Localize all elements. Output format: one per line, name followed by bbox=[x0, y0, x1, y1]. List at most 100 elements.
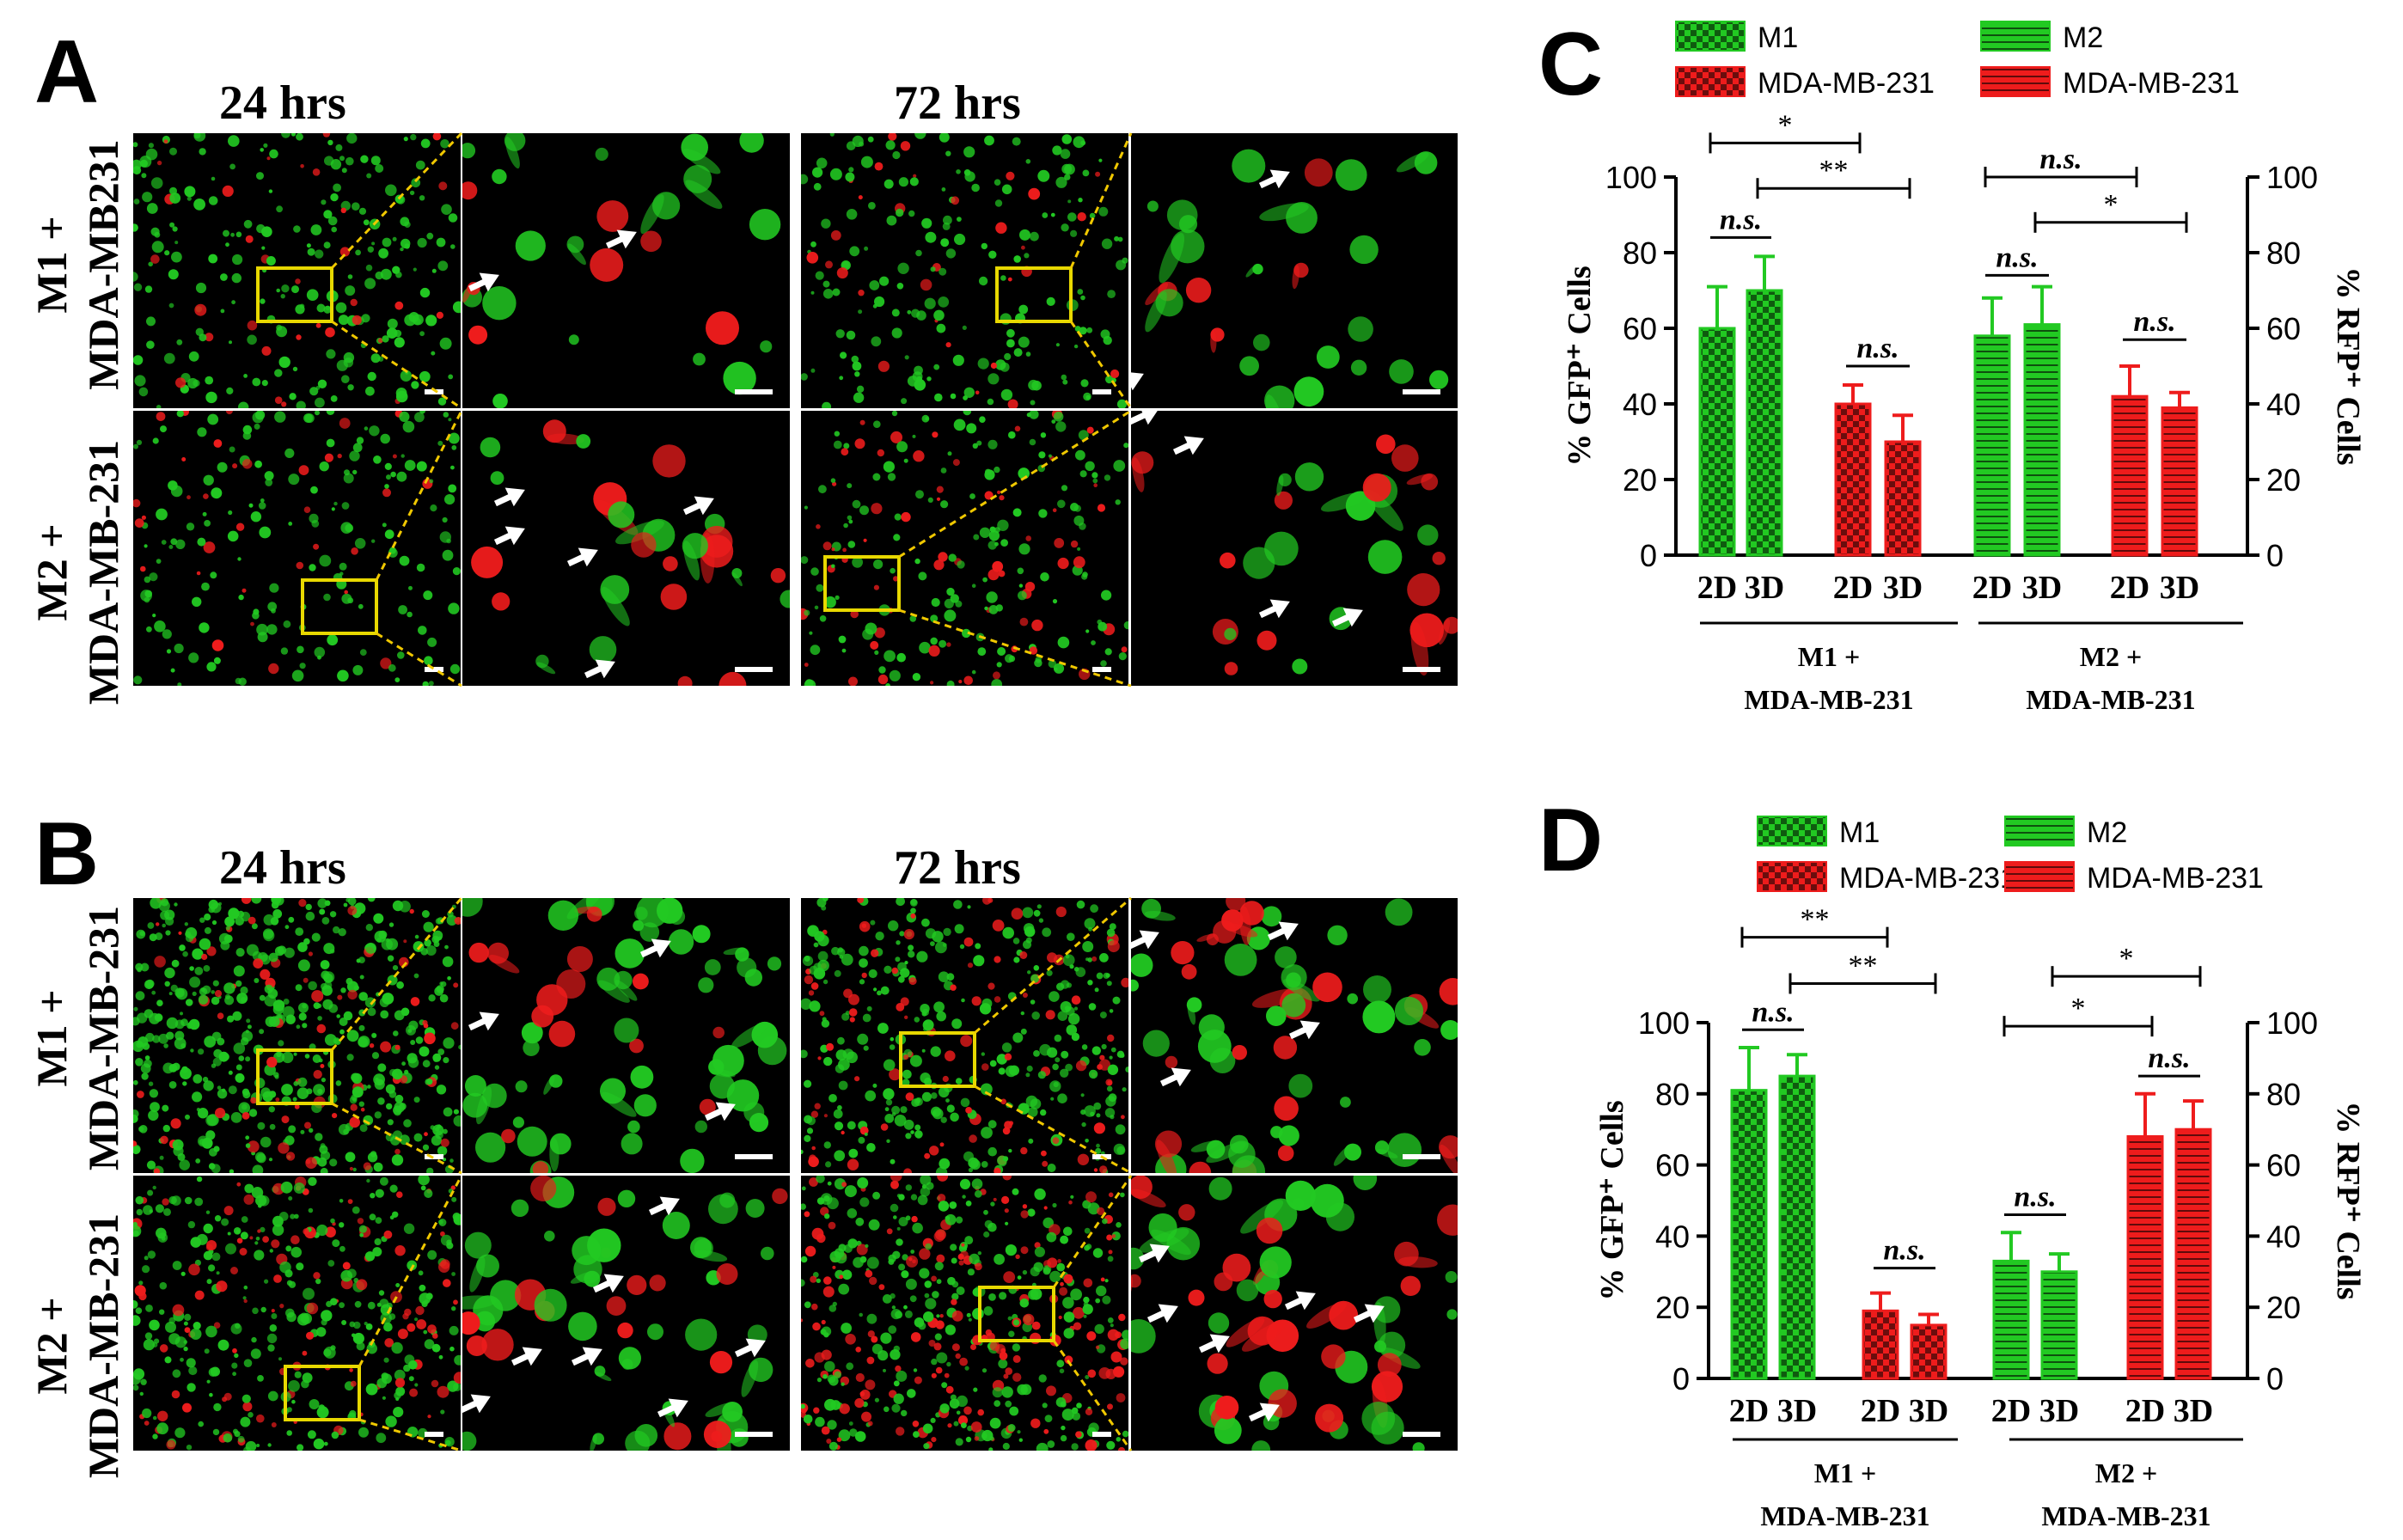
bar bbox=[2023, 323, 2061, 557]
y-tick-label-right: 20 bbox=[2266, 462, 2301, 498]
y-tick-label-right: 100 bbox=[2266, 1005, 2318, 1041]
panel-letter-d: D bbox=[1538, 791, 1603, 890]
y-tick-label: 80 bbox=[1655, 1077, 1690, 1112]
significance-label: ** bbox=[1819, 155, 1849, 186]
significance-label: n.s. bbox=[2014, 1182, 2056, 1213]
x-tick-label: 3D bbox=[1745, 570, 1784, 606]
legend-swatch bbox=[1675, 21, 1746, 52]
y-tick-label: 0 bbox=[1672, 1361, 1690, 1396]
y-tick-label-right: 40 bbox=[2266, 387, 2301, 422]
y-axis-label-left: % GFP⁺ Cells bbox=[1562, 266, 1598, 466]
significance-label: n.s. bbox=[1752, 996, 1794, 1028]
significance-label: n.s. bbox=[1883, 1235, 1925, 1267]
y-tick-label: 40 bbox=[1623, 387, 1657, 422]
micrograph-a-r1-c2 bbox=[462, 133, 790, 408]
significance-label: ** bbox=[1849, 950, 1878, 981]
y-tick-label: 80 bbox=[1623, 235, 1657, 271]
x-tick-label: 2D bbox=[1972, 570, 2012, 606]
group-label-line2: MDA-MB-231 bbox=[1744, 684, 1913, 715]
micrograph-b-r1-c2 bbox=[462, 898, 790, 1173]
x-tick-label: 2D bbox=[1861, 1393, 1900, 1429]
y-tick-label-right: 20 bbox=[2266, 1290, 2301, 1325]
y-tick-label-right: 100 bbox=[2266, 160, 2318, 195]
y-tick-label: 40 bbox=[1655, 1219, 1690, 1254]
significance-label: n.s. bbox=[1996, 241, 2038, 273]
x-tick-label: 3D bbox=[1883, 570, 1923, 606]
x-tick-label: 2D bbox=[1729, 1393, 1769, 1429]
y-axis-label-left: % GFP⁺ Cells bbox=[1594, 1100, 1630, 1300]
x-tick-label: 3D bbox=[1777, 1393, 1817, 1429]
x-tick-label: 2D bbox=[2110, 570, 2149, 606]
bar bbox=[2161, 406, 2198, 557]
legend-swatch bbox=[1980, 66, 2051, 97]
bar bbox=[1862, 1309, 1899, 1380]
bar bbox=[1834, 402, 1872, 557]
legend-label: M1 bbox=[1839, 816, 1880, 849]
x-tick-label: 2D bbox=[1697, 570, 1737, 606]
micrograph-a-r1-c4 bbox=[1131, 133, 1458, 408]
panel-letter-b: B bbox=[34, 804, 100, 904]
bar bbox=[1698, 327, 1736, 557]
group-label-line1: M2 + bbox=[2095, 1458, 2157, 1488]
y-tick-label: 0 bbox=[1640, 538, 1657, 573]
bar bbox=[1992, 1259, 2030, 1380]
group-label-line2: MDA-MB-231 bbox=[2026, 684, 2195, 715]
significance-label: * bbox=[2104, 189, 2119, 221]
micrograph-b-r2-c2 bbox=[462, 1176, 790, 1451]
group-label-line1: M2 + bbox=[2080, 641, 2142, 672]
legend-label: MDA-MB-231 bbox=[1758, 67, 1935, 100]
significance-label: * bbox=[2119, 943, 2134, 975]
bar bbox=[1746, 289, 1783, 557]
bar bbox=[2126, 1134, 2164, 1380]
significance-label: * bbox=[2071, 993, 2086, 1024]
y-tick-label-right: 0 bbox=[2266, 1361, 2284, 1396]
legend-label: M2 bbox=[2087, 816, 2127, 849]
legend-swatch bbox=[1980, 21, 2051, 52]
x-tick-label: 3D bbox=[1909, 1393, 1948, 1429]
y-tick-label: 100 bbox=[1605, 160, 1657, 195]
micrograph-b-r1-c4 bbox=[1131, 898, 1458, 1173]
y-axis-label-right: % RFP⁺ Cells bbox=[2330, 1101, 2366, 1299]
legend-label: MDA-MB-231 bbox=[1839, 862, 2016, 895]
bar bbox=[1730, 1089, 1768, 1380]
x-tick-label: 3D bbox=[2160, 570, 2199, 606]
significance-label: * bbox=[1778, 109, 1793, 141]
significance-label: n.s. bbox=[2133, 306, 2175, 338]
legend-swatch bbox=[1757, 861, 1827, 892]
y-tick-label-right: 80 bbox=[2266, 235, 2301, 271]
legend-swatch bbox=[1757, 816, 1827, 846]
group-label-line1: M1 + bbox=[1814, 1458, 1876, 1488]
panel-letter-a: A bbox=[34, 22, 100, 122]
bar bbox=[1778, 1074, 1816, 1380]
panel-b-time-24h: 24 hrs bbox=[219, 841, 346, 895]
legend-label: MDA-MB-231 bbox=[2063, 67, 2240, 100]
micrograph-a-r2-c2 bbox=[462, 411, 790, 686]
legend-swatch bbox=[2004, 861, 2075, 892]
y-tick-label: 100 bbox=[1638, 1005, 1690, 1041]
y-tick-label-right: 80 bbox=[2266, 1077, 2301, 1112]
x-tick-label: 3D bbox=[2022, 570, 2062, 606]
bar bbox=[1973, 334, 2011, 557]
panel-a-time-72h: 72 hrs bbox=[894, 76, 1021, 130]
legend-swatch bbox=[2004, 816, 2075, 846]
y-tick-label-right: 60 bbox=[2266, 1148, 2301, 1183]
group-label-line2: MDA-MB-231 bbox=[1760, 1500, 1929, 1531]
y-tick-label-right: 0 bbox=[2266, 538, 2284, 573]
y-tick-label: 20 bbox=[1655, 1290, 1690, 1325]
bar bbox=[2040, 1270, 2078, 1380]
significance-label: n.s. bbox=[2148, 1042, 2190, 1074]
legend-label: M1 bbox=[1758, 21, 1798, 54]
significance-label: ** bbox=[1801, 904, 1830, 936]
x-tick-label: 3D bbox=[2174, 1393, 2213, 1429]
chart-d: D M1 MDA-MB-231 M2 MDA-MB-231 0 0 20 20 40 40 60 60 8… bbox=[1538, 791, 2366, 1531]
legend-label: MDA-MB-231 bbox=[2087, 862, 2264, 895]
significance-label: n.s. bbox=[1856, 333, 1899, 364]
bar bbox=[1910, 1323, 1947, 1380]
y-axis-label-right: % RFP⁺ Cells bbox=[2330, 266, 2366, 465]
x-tick-label: 2D bbox=[2125, 1393, 2165, 1429]
panel-b-time-72h: 72 hrs bbox=[894, 841, 1021, 895]
y-tick-label-right: 40 bbox=[2266, 1219, 2301, 1254]
y-tick-label: 60 bbox=[1655, 1148, 1690, 1183]
